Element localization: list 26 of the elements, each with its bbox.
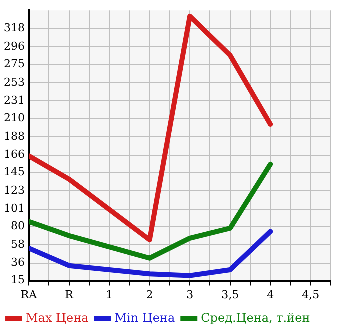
y-tick-label: 58 — [10, 238, 25, 251]
y-tick-label: 296 — [4, 40, 25, 54]
legend-label: Сред.Цена, т.йен — [201, 311, 310, 326]
y-tick-label: 318 — [4, 22, 25, 35]
x-tick-label: 4,5 — [302, 288, 320, 302]
y-tick-label: 36 — [10, 256, 25, 270]
x-tick-label: RA — [20, 288, 38, 302]
y-tick-label: 166 — [4, 148, 25, 162]
x-tick-label: 3 — [186, 288, 194, 302]
y-tick-label: 80 — [10, 220, 25, 233]
x-tick-label: 4 — [267, 288, 274, 302]
y-tick-label: 188 — [4, 130, 25, 143]
y-tick-label: 210 — [4, 112, 25, 125]
y-tick-label: 145 — [4, 166, 25, 179]
y-tick-label: 275 — [4, 58, 25, 70]
legend-label: Min Цена — [114, 311, 176, 326]
y-tick-label: 15 — [10, 274, 25, 287]
y-tick-label: 253 — [4, 76, 25, 89]
x-tick-label: 2 — [146, 288, 154, 302]
x-tick-label: R — [65, 288, 74, 302]
x-tick-label: 1 — [106, 288, 114, 302]
y-tick-label: 101 — [4, 202, 25, 216]
legend-label: Max Цена — [26, 311, 89, 326]
x-tick-label: 3,5 — [222, 288, 240, 302]
y-tick-label: 231 — [4, 94, 25, 108]
y-tick-label: 123 — [4, 184, 25, 197]
